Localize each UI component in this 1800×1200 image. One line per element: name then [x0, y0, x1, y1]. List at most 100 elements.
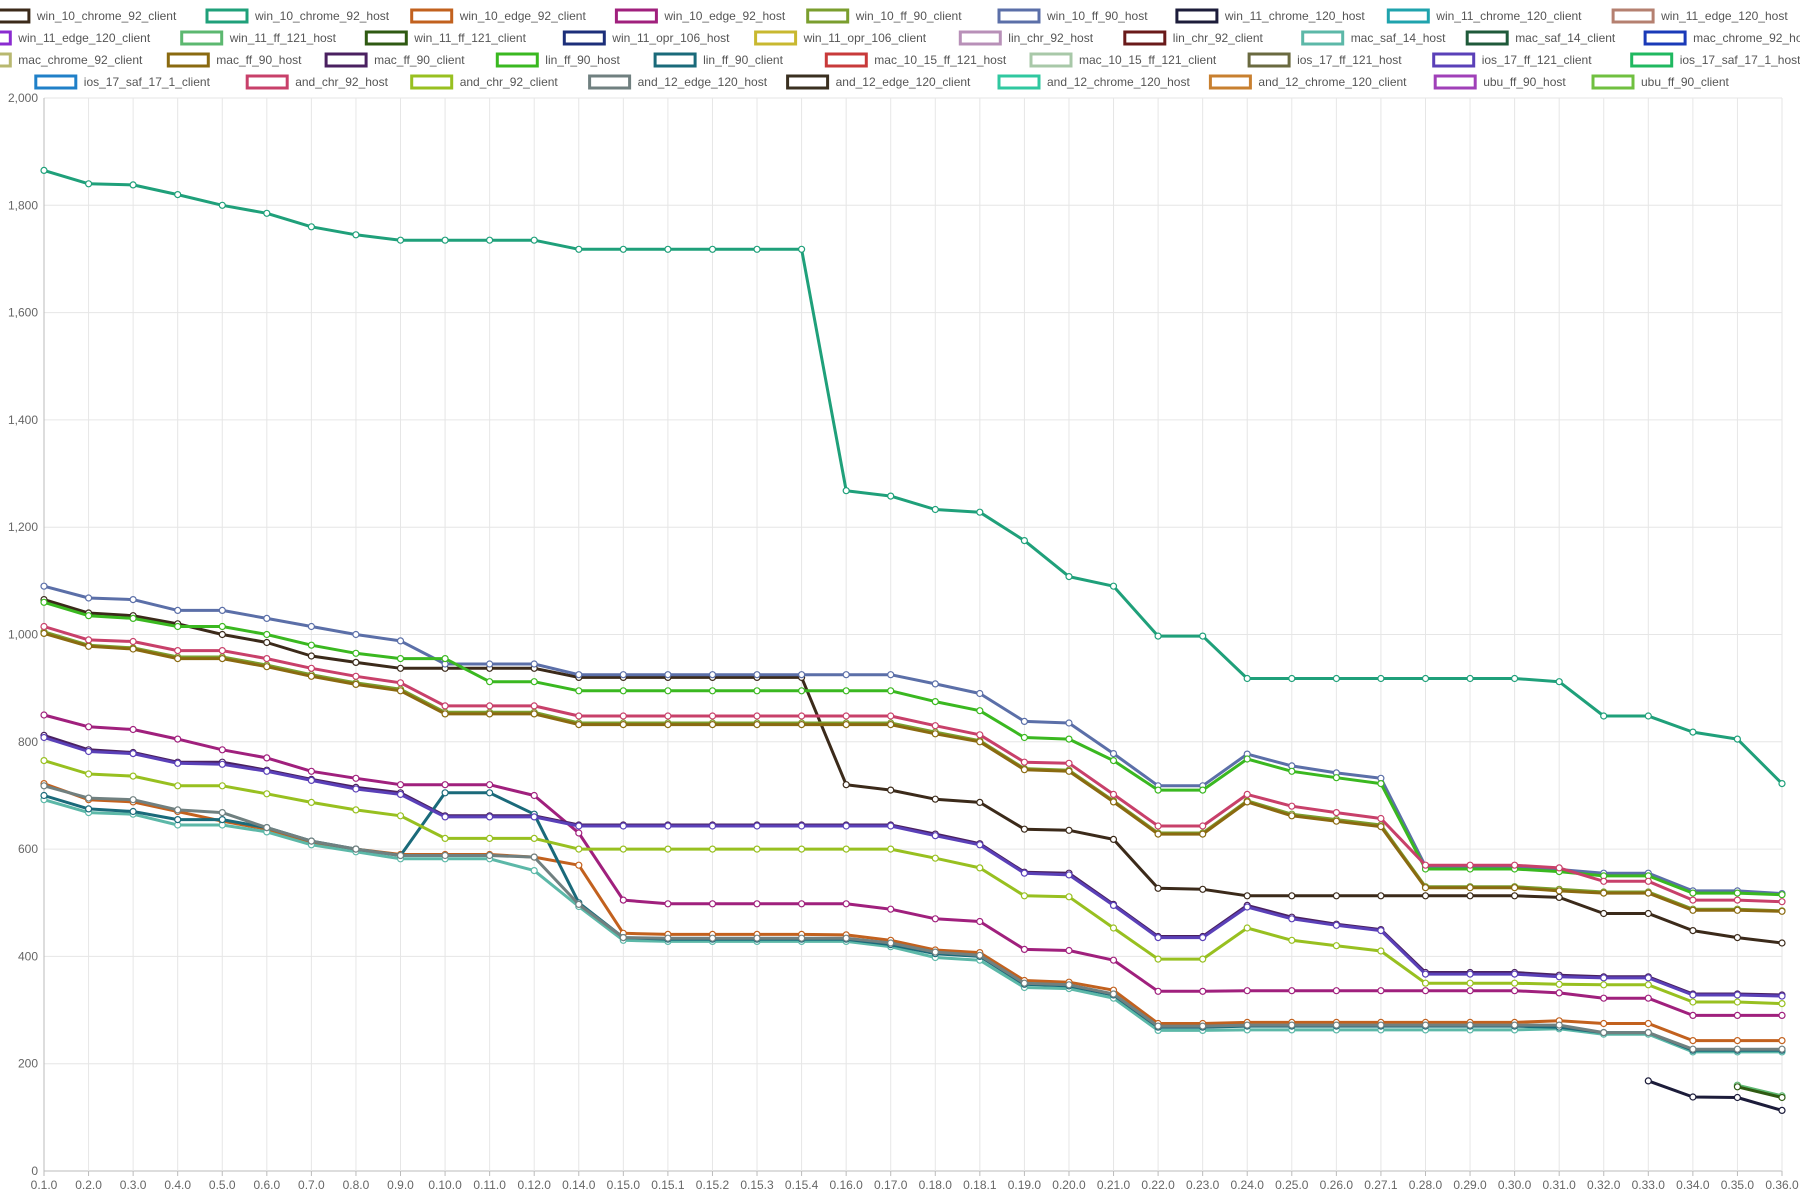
data-point[interactable] — [218, 201, 226, 209]
data-point[interactable] — [174, 806, 182, 814]
data-point[interactable] — [1555, 980, 1563, 988]
data-point[interactable] — [40, 166, 48, 174]
data-point[interactable] — [1733, 906, 1742, 914]
data-point[interactable] — [753, 845, 761, 853]
data-point[interactable] — [842, 712, 850, 720]
data-point[interactable] — [1600, 994, 1608, 1002]
legend-item[interactable]: win_11_edge_120_host — [1611, 8, 1788, 24]
data-point[interactable] — [1377, 926, 1385, 935]
data-point[interactable] — [887, 712, 895, 720]
data-point[interactable] — [1199, 933, 1207, 942]
data-point[interactable] — [1243, 1021, 1251, 1029]
data-point[interactable] — [575, 900, 583, 909]
data-point[interactable] — [1689, 1045, 1697, 1053]
data-point[interactable] — [931, 697, 939, 706]
data-point[interactable] — [1466, 861, 1474, 869]
data-point[interactable] — [1644, 1077, 1652, 1085]
data-point[interactable] — [486, 710, 494, 718]
legend-item[interactable]: and_12_edge_120_host — [588, 74, 768, 90]
legend-item[interactable]: ios_17_saf_17_1_client — [34, 74, 211, 90]
data-point[interactable] — [753, 720, 761, 729]
data-point[interactable] — [976, 841, 984, 849]
data-point[interactable] — [1199, 632, 1207, 640]
data-point[interactable] — [129, 181, 137, 189]
data-point[interactable] — [1332, 892, 1341, 900]
data-point[interactable] — [307, 664, 315, 672]
data-point[interactable] — [352, 774, 360, 782]
data-point[interactable] — [887, 822, 895, 830]
data-point[interactable] — [486, 236, 494, 244]
data-point[interactable] — [1778, 891, 1786, 899]
data-point[interactable] — [976, 917, 984, 926]
data-point[interactable] — [976, 689, 984, 698]
data-point[interactable] — [1199, 1022, 1207, 1030]
data-point[interactable] — [1644, 1028, 1652, 1037]
legend-item[interactable]: win_11_ff_121_client — [364, 30, 527, 46]
data-point[interactable] — [797, 822, 806, 830]
data-point[interactable] — [1065, 893, 1073, 901]
data-point[interactable] — [1421, 892, 1430, 900]
data-point[interactable] — [1288, 812, 1296, 820]
legend-item[interactable]: win_10_ff_90_host — [997, 8, 1148, 24]
data-point[interactable] — [1466, 979, 1474, 987]
data-point[interactable] — [708, 900, 717, 908]
data-point[interactable] — [887, 845, 895, 853]
data-point[interactable] — [1644, 1019, 1652, 1028]
data-point[interactable] — [1243, 987, 1251, 995]
data-point[interactable] — [486, 851, 494, 860]
data-point[interactable] — [753, 934, 761, 942]
data-point[interactable] — [753, 245, 761, 253]
data-point[interactable] — [1421, 979, 1430, 987]
data-point[interactable] — [352, 658, 360, 667]
data-point[interactable] — [84, 180, 93, 188]
data-point[interactable] — [797, 845, 806, 853]
legend-item[interactable]: win_10_chrome_92_host — [205, 8, 390, 24]
data-point[interactable] — [842, 934, 850, 942]
data-point[interactable] — [40, 622, 48, 631]
data-point[interactable] — [664, 720, 672, 729]
data-point[interactable] — [40, 782, 48, 790]
data-point[interactable] — [1421, 674, 1430, 683]
data-point[interactable] — [396, 781, 405, 789]
data-point[interactable] — [396, 687, 405, 695]
data-point[interactable] — [1332, 921, 1341, 929]
data-point[interactable] — [1555, 678, 1563, 686]
data-point[interactable] — [1243, 892, 1251, 900]
data-point[interactable] — [1689, 998, 1697, 1006]
data-point[interactable] — [708, 671, 717, 679]
data-point[interactable] — [129, 614, 137, 623]
data-point[interactable] — [84, 642, 93, 650]
data-point[interactable] — [842, 720, 850, 729]
legend-item[interactable]: win_11_opr_106_client — [754, 30, 927, 46]
data-point[interactable] — [664, 671, 672, 679]
data-point[interactable] — [1778, 907, 1786, 915]
data-point[interactable] — [263, 209, 271, 217]
data-point[interactable] — [1020, 717, 1029, 726]
data-point[interactable] — [1065, 871, 1073, 879]
data-point[interactable] — [1510, 884, 1519, 892]
data-point[interactable] — [352, 630, 360, 639]
data-point[interactable] — [1065, 719, 1073, 727]
data-point[interactable] — [575, 861, 583, 869]
legend-item[interactable]: mac_saf_14_host — [1301, 30, 1446, 46]
data-point[interactable] — [84, 794, 93, 802]
data-point[interactable] — [1065, 981, 1073, 989]
data-point[interactable] — [352, 806, 360, 814]
legend-item[interactable]: ios_17_saf_17_1_host — [1630, 52, 1800, 68]
legend-item[interactable]: mac_10_15_ff_121_host — [824, 52, 1007, 68]
data-point[interactable] — [976, 738, 984, 746]
data-point[interactable] — [307, 622, 315, 631]
data-point[interactable] — [664, 845, 672, 853]
data-point[interactable] — [1065, 946, 1073, 955]
data-point[interactable] — [664, 687, 672, 695]
data-point[interactable] — [1199, 955, 1207, 963]
data-point[interactable] — [530, 813, 538, 821]
data-point[interactable] — [40, 791, 48, 800]
data-point[interactable] — [441, 710, 449, 718]
data-point[interactable] — [797, 671, 806, 679]
data-point[interactable] — [664, 934, 672, 942]
data-point[interactable] — [1600, 909, 1608, 918]
data-point[interactable] — [842, 900, 850, 908]
data-point[interactable] — [530, 236, 538, 244]
legend-item[interactable]: win_10_ff_90_client — [806, 8, 963, 24]
